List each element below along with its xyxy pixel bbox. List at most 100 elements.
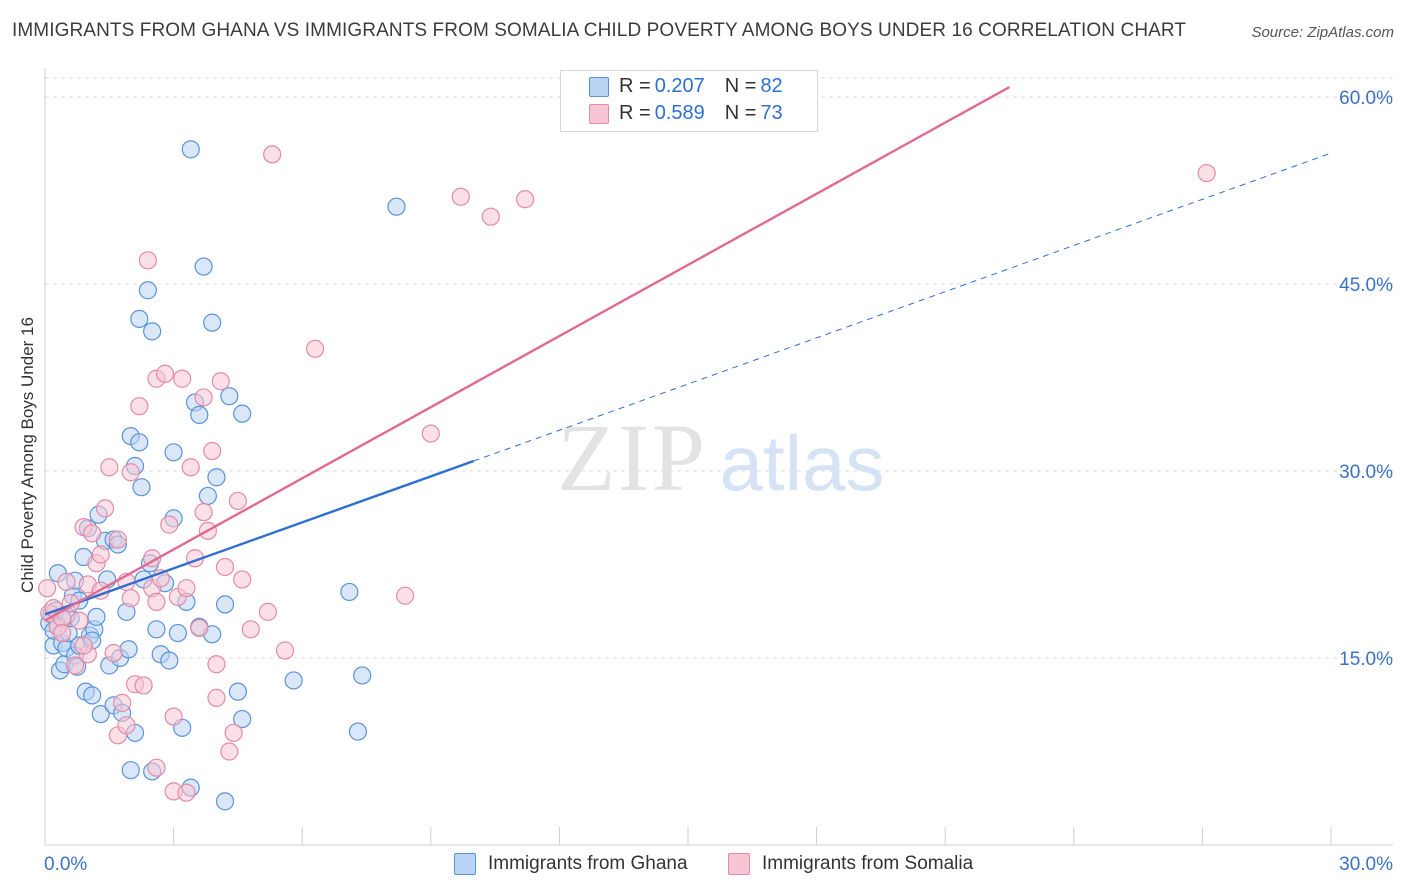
- somalia-point: [70, 611, 89, 630]
- bottom-legend-swatch-somalia: [728, 853, 750, 875]
- ghana-point: [160, 651, 179, 670]
- ghana-point: [130, 433, 149, 452]
- legend-swatch-somalia: [589, 104, 609, 124]
- legend-ghana-r-label: R =: [619, 74, 651, 97]
- ghana-point: [87, 607, 106, 626]
- somalia-point: [134, 676, 153, 695]
- bottom-legend-swatch-ghana: [454, 853, 476, 875]
- ghana-point: [143, 322, 162, 341]
- somalia-point: [421, 424, 440, 443]
- somalia-point: [108, 530, 127, 549]
- legend-somalia-n-label: N =: [724, 101, 757, 124]
- somalia-point: [220, 742, 239, 761]
- bottom-legend-label-ghana: Immigrants from Ghana: [488, 853, 688, 874]
- ghana-point: [198, 486, 217, 506]
- x-tick-label: 30.0%: [1339, 854, 1393, 875]
- x-tick-label: 0.0%: [44, 854, 87, 875]
- ghana-trendline: [44, 459, 475, 616]
- ghana-point: [147, 620, 166, 639]
- ghana-point: [220, 387, 239, 406]
- ghana-point: [348, 722, 368, 741]
- somalia-point: [121, 463, 140, 482]
- somalia-point: [207, 655, 226, 674]
- somalia-point: [224, 723, 243, 742]
- ghana-point: [233, 709, 252, 729]
- series-ghana-points: [40, 140, 406, 811]
- ghana-point: [203, 313, 222, 332]
- somalia-point: [138, 251, 157, 270]
- ghana-point: [228, 682, 247, 701]
- somalia-point: [181, 458, 200, 477]
- somalia-point: [57, 572, 76, 592]
- somalia-point: [481, 207, 500, 226]
- somalia-point: [275, 641, 295, 660]
- somalia-point: [395, 586, 415, 605]
- somalia-point: [104, 643, 123, 663]
- somalia-point: [100, 458, 119, 477]
- source-credit: Source: ZipAtlas.com: [1251, 24, 1394, 41]
- legend-ghana-n-value: 82: [760, 74, 783, 97]
- ghana-point: [353, 666, 372, 685]
- legend-row-ghana: R = 0.207 N = 82: [619, 74, 783, 98]
- ghana-trendline-extension: [473, 152, 1332, 462]
- somalia-point: [74, 636, 93, 655]
- somalia-point: [228, 491, 247, 511]
- ghana-point: [340, 582, 359, 602]
- somalia-point: [38, 579, 57, 598]
- somalia-point: [160, 515, 179, 534]
- somalia-point: [177, 579, 196, 598]
- ghana-point: [233, 404, 252, 423]
- ghana-point: [190, 405, 209, 424]
- somalia-point: [177, 783, 196, 802]
- somalia-point: [263, 145, 282, 164]
- somalia-point: [164, 707, 183, 726]
- somalia-point: [211, 372, 230, 391]
- y-axis-label: Child Poverty Among Boys Under 16: [18, 317, 37, 593]
- watermark: ZIP atlas: [557, 404, 884, 511]
- ghana-point: [181, 140, 200, 159]
- ghana-point: [132, 478, 151, 497]
- somalia-point: [207, 688, 226, 707]
- somalia-point: [130, 397, 149, 416]
- ghana-point: [91, 704, 110, 724]
- somalia-point: [95, 499, 115, 518]
- somalia-point: [305, 339, 325, 358]
- somalia-point: [83, 524, 102, 543]
- somalia-point: [258, 602, 278, 621]
- y-tick-label: 45.0%: [1339, 275, 1393, 296]
- series-somalia-points: [38, 112, 1216, 802]
- y-tick-label: 15.0%: [1339, 649, 1393, 670]
- somalia-point: [53, 623, 72, 643]
- somalia-point: [190, 618, 209, 638]
- legend-somalia-r-label: R =: [619, 101, 651, 124]
- grid-lines: [45, 77, 1393, 659]
- y-tick-label: 30.0%: [1339, 462, 1393, 483]
- y-tick-labels: 15.0% 30.0% 45.0% 60.0%: [1339, 88, 1393, 670]
- x-tick-labels: 0.0% 30.0%: [44, 854, 1393, 875]
- correlation-legend: R = 0.207 N = 82 R = 0.589 N = 73: [560, 70, 818, 132]
- somalia-point: [194, 388, 213, 407]
- somalia-point: [516, 190, 535, 209]
- ghana-point: [121, 761, 140, 780]
- ghana-point: [207, 468, 226, 487]
- legend-row-somalia: R = 0.589 N = 73: [619, 101, 783, 125]
- y-tick-label: 60.0%: [1339, 88, 1393, 109]
- ghana-point: [194, 257, 213, 276]
- watermark-zip: ZIP: [557, 404, 707, 511]
- somalia-point: [215, 557, 235, 577]
- ghana-point: [387, 197, 406, 216]
- legend-ghana-r-value: 0.207: [654, 74, 705, 97]
- somalia-point: [203, 441, 222, 461]
- somalia-point: [117, 716, 136, 735]
- ghana-point: [168, 623, 187, 643]
- ghana-point: [119, 640, 138, 659]
- ghana-point: [130, 309, 149, 329]
- somalia-point: [147, 592, 166, 612]
- somalia-point: [91, 545, 110, 564]
- somalia-point: [65, 656, 85, 675]
- somalia-point: [147, 758, 166, 777]
- somalia-point: [451, 187, 470, 206]
- ghana-point: [284, 671, 303, 690]
- somalia-trendline: [44, 85, 1011, 622]
